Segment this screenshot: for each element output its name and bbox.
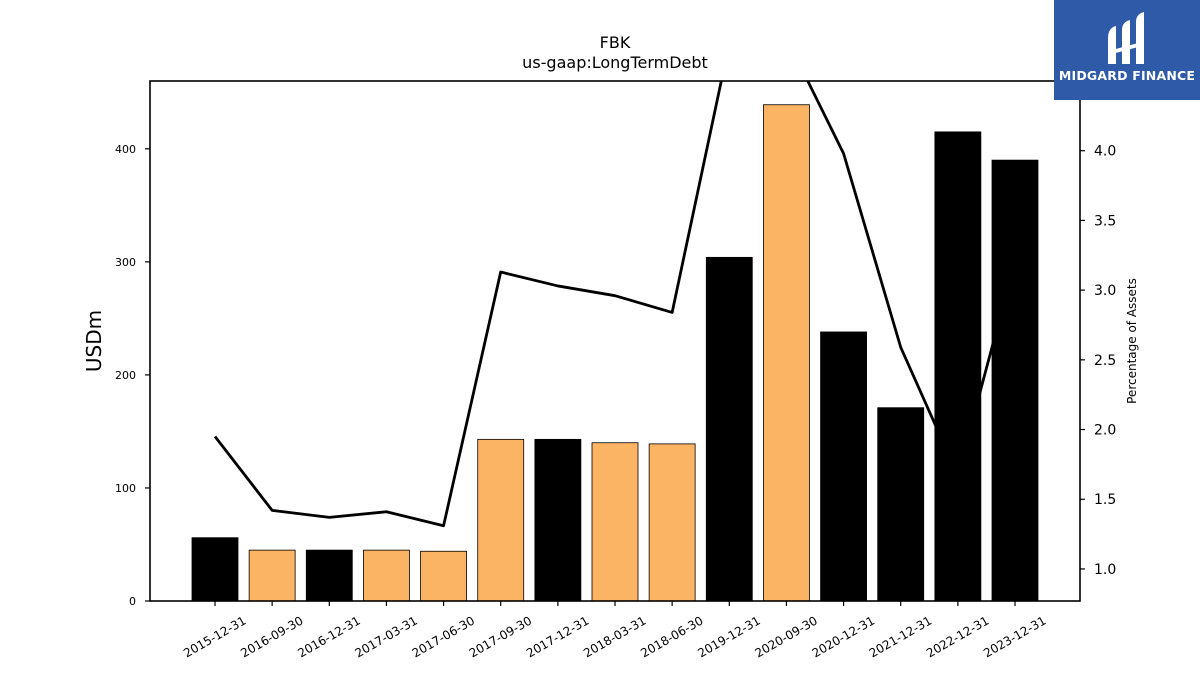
bar (191, 537, 239, 602)
y2-axis-label: Percentage of Assets (1125, 278, 1139, 404)
x-tick-label: 2017-03-31 (353, 613, 420, 660)
x-tick-label: 2023-12-31 (981, 613, 1048, 660)
x-tick-label: 2019-12-31 (695, 613, 762, 660)
x-tick-label: 2018-06-30 (638, 613, 705, 660)
x-tick-label: 2017-09-30 (467, 613, 534, 660)
y-tick-label: 300 (115, 256, 136, 269)
x-tick-label: 2017-06-30 (410, 613, 477, 660)
y2-tick-label: 1.0 (1094, 562, 1116, 578)
bar (305, 549, 353, 602)
y-tick-label: 400 (115, 143, 136, 156)
y2-tick-label: 1.5 (1094, 492, 1116, 508)
x-tick-label: 2017-12-31 (524, 613, 591, 660)
x-tick-label: 2022-12-31 (924, 613, 991, 660)
x-tick-label: 2020-09-30 (753, 613, 820, 660)
bar (363, 549, 410, 602)
y-axis-label: USDm (82, 310, 106, 372)
bar (763, 104, 810, 602)
x-tick-label: 2018-03-31 (581, 613, 648, 660)
logo-text: MIDGARD FINANCE (1058, 68, 1196, 83)
x-tick-label: 2021-12-31 (867, 613, 934, 660)
bar (991, 159, 1039, 602)
x-tick-label: 2020-12-31 (810, 613, 877, 660)
midgard-finance-logo: MIDGARD FINANCE (1054, 0, 1200, 100)
y-tick-label: 200 (115, 369, 136, 382)
bar (820, 331, 867, 602)
midgard-logo-icon (1108, 12, 1144, 64)
line-series (213, 81, 1017, 528)
bar (591, 442, 639, 602)
x-tick-label: 2016-12-31 (295, 613, 362, 660)
y2-tick-label: 4.0 (1094, 144, 1116, 160)
bar (705, 256, 753, 602)
bar (248, 549, 296, 602)
chart-subtitle: us-gaap:LongTermDebt (522, 53, 708, 72)
y2-tick-label: 2.0 (1094, 423, 1116, 439)
bar (877, 407, 925, 602)
x-tick-label: 2015-12-31 (181, 613, 248, 660)
y2-tick-label: 3.5 (1094, 213, 1116, 229)
bar (934, 131, 982, 602)
y2-tick-label: 2.5 (1094, 353, 1116, 369)
x-tick-label: 2016-09-30 (238, 613, 305, 660)
bar (420, 550, 467, 602)
bar (477, 438, 525, 602)
chart-title: FBK (600, 33, 631, 52)
bar (648, 443, 696, 602)
y-tick-label: 100 (115, 482, 136, 495)
y2-tick-label: 3.0 (1094, 283, 1116, 299)
bar (534, 438, 582, 602)
y-tick-label: 0 (129, 595, 136, 608)
